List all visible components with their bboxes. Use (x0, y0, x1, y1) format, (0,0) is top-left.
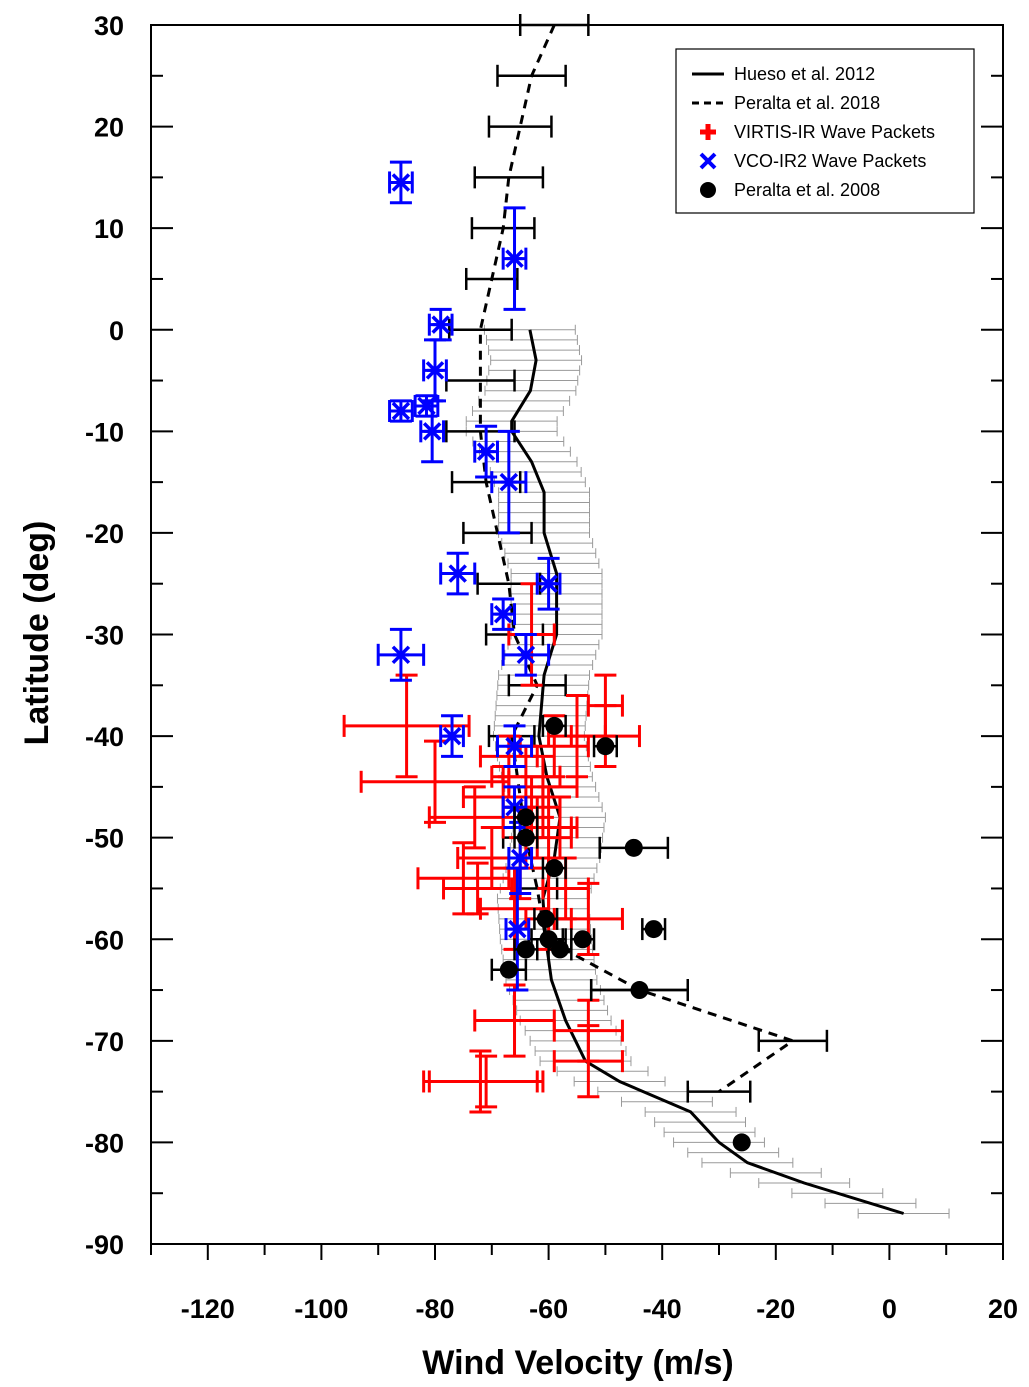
y-tick-label: -40 (85, 722, 124, 752)
peralta-2008-marker (596, 737, 615, 756)
y-axis-title: Latitude (deg) (18, 521, 56, 746)
y-tick-label: -20 (85, 519, 124, 549)
y-tick-label: -60 (85, 925, 124, 955)
y-tick-label: 10 (94, 214, 124, 244)
peralta-2008-points (490, 714, 751, 1152)
peralta-2008-marker (630, 981, 649, 1000)
peralta-2008-marker (516, 940, 535, 959)
peralta-2008-marker (573, 930, 592, 949)
peralta-2008-marker (550, 940, 569, 959)
vco-ir2-points (376, 160, 562, 992)
legend-label: Hueso et al. 2012 (734, 64, 875, 84)
legend-x-diag2 (699, 152, 717, 170)
legend-label: VIRTIS-IR Wave Packets (734, 122, 935, 142)
peralta-2008-marker (499, 960, 518, 979)
legend: Hueso et al. 2012 Peralta et al. 2018 VIRT… (675, 48, 975, 214)
peralta-2008-marker (516, 828, 535, 847)
y-tick-label: 30 (94, 11, 124, 41)
x-tick-label: -40 (643, 1294, 682, 1324)
y-tick-label: -90 (85, 1230, 124, 1260)
legend-label: Peralta et al. 2008 (734, 180, 880, 200)
legend-box (675, 48, 975, 214)
peralta-2008-marker (516, 808, 535, 827)
peralta-2008-marker (536, 909, 555, 928)
x-axis-title: Wind Velocity (m/s) (422, 1344, 733, 1382)
x-tick-label: 0 (882, 1294, 897, 1324)
x-tick-label: 20 (988, 1294, 1018, 1324)
peralta-2008-marker (732, 1133, 751, 1152)
y-tick-label: -50 (85, 824, 124, 854)
x-tick-label: -80 (415, 1294, 454, 1324)
y-tick-label: -80 (85, 1128, 124, 1158)
y-tick-label: 20 (94, 113, 124, 143)
x-tick-label: -120 (181, 1294, 235, 1324)
y-tick-label: -70 (85, 1027, 124, 1057)
legend-label: VCO-IR2 Wave Packets (734, 151, 926, 171)
y-tick-label: -30 (85, 621, 124, 651)
peralta-2008-marker (545, 859, 564, 878)
x-tick-label: -20 (756, 1294, 795, 1324)
peralta-2008-marker (545, 716, 564, 735)
x-tick-label: -100 (294, 1294, 348, 1324)
peralta-2008-marker (644, 920, 663, 939)
peralta-2008-marker (624, 838, 643, 857)
legend-dot-swatch (700, 182, 716, 198)
y-tick-label: 0 (109, 316, 124, 346)
x-tick-label: -60 (529, 1294, 568, 1324)
legend-label: Peralta et al. 2018 (734, 93, 880, 113)
y-tick-label: -10 (85, 417, 124, 447)
